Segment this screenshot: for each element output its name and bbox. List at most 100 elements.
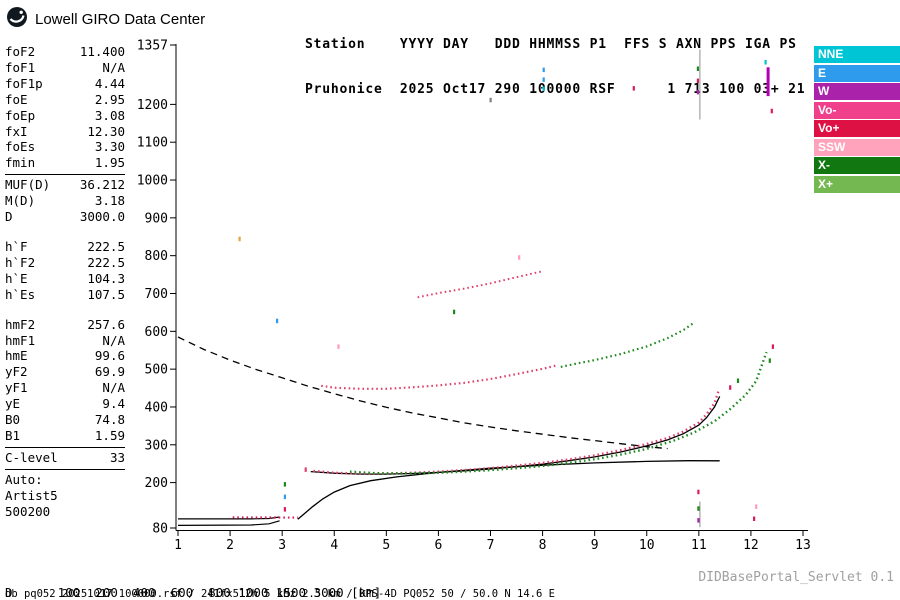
echo-dot <box>304 467 307 472</box>
y-tick-label: 1100 <box>137 136 168 151</box>
echo-dot <box>697 489 700 495</box>
servlet-version: DIDBasePortal_Servlet 0.1 <box>698 570 894 585</box>
echo-dot <box>771 344 774 349</box>
param-row-b0: B0 74.8 <box>5 412 125 428</box>
param-value: 69.9 <box>94 364 125 380</box>
x-tick-label: 3 <box>278 538 286 553</box>
x-tick-label: 10 <box>639 538 655 553</box>
legend-item-nne: NNE <box>814 46 900 63</box>
param-value: 257.6 <box>87 316 125 332</box>
echo-dot <box>729 385 732 390</box>
param-label: Auto: <box>5 471 43 487</box>
param-row-hmf2: hmF2 257.6 <box>5 317 125 333</box>
param-label: D <box>5 209 13 225</box>
echo-dot <box>697 518 700 523</box>
x-tick-label: 1 <box>174 538 182 553</box>
param-row-fof2: foF2 11.400 <box>5 44 125 60</box>
y-tick-label: 700 <box>145 287 168 302</box>
param-value: 11.400 <box>79 44 125 59</box>
param-value: 1.95 <box>94 155 125 171</box>
station-header-values: Pruhonice 2025 Oct17 290 100000 RSF 1 71… <box>305 82 806 97</box>
trace-profile-e-region <box>177 520 280 527</box>
param-value: 104.3 <box>87 270 125 286</box>
param-value: 12.30 <box>87 123 125 139</box>
param-value: N/A <box>102 380 125 396</box>
muf-table: D 100 200 400 600 800 1000 1500 3000 [km… <box>5 558 389 600</box>
echo-dot <box>238 236 241 242</box>
param-label: M(D) <box>5 193 36 209</box>
param-label: foEp <box>5 107 36 123</box>
param-value: 4.44 <box>94 75 125 91</box>
param-value: 74.8 <box>94 412 125 428</box>
param-row-md: M(D) 3.18 <box>5 193 125 209</box>
param-label: fxI <box>5 123 28 139</box>
param-row-foe: foE 2.95 <box>5 92 125 108</box>
param-row-yf1: yF1 N/A <box>5 380 125 396</box>
param-row-b1: B1 1.59 <box>5 428 125 444</box>
y-tick-label: 300 <box>145 438 168 453</box>
legend-item-w: W <box>814 83 900 100</box>
echo-dot <box>283 482 286 487</box>
param-value: 99.6 <box>94 348 125 364</box>
x-tick-label: 12 <box>743 538 759 553</box>
muf-distance-row: D 100 200 400 600 800 1000 1500 3000 [km… <box>5 585 382 600</box>
trace-e-layer-trace <box>178 516 280 520</box>
echo-dot <box>283 494 286 500</box>
param-row-foes: foEs 3.30 <box>5 139 125 155</box>
trace-x-mode-second-hop <box>560 322 695 368</box>
y-tick-label: 1357 <box>137 39 168 54</box>
parameter-panel: foF2 11.400 foF1 N/A foF1p 4.44 foE 2.95 foEp 3.0… <box>5 44 125 519</box>
param-value: 3.30 <box>94 139 125 155</box>
echo-dot <box>764 60 767 65</box>
param-label: foE <box>5 91 28 107</box>
param-label: B0 <box>5 412 21 428</box>
param-row-fmin: fmin 1.95 <box>5 155 125 171</box>
param-label: C-level <box>5 449 58 465</box>
param-value: 222.5 <box>87 254 125 270</box>
y-tick-label: 1200 <box>137 98 168 113</box>
param-label: foEs <box>5 139 36 155</box>
param-label: fmin <box>5 155 36 171</box>
param-value: 222.5 <box>87 238 125 254</box>
echo-dot <box>755 504 758 509</box>
param-row-artist5: Artist5 <box>5 488 125 504</box>
param-label: B1 <box>5 427 21 443</box>
param-label: h`F <box>5 238 28 254</box>
x-tick-label: 5 <box>382 538 390 553</box>
param-row-ye: yE 9.4 <box>5 396 125 412</box>
param-value: 3.18 <box>94 193 125 209</box>
param-value: 2.95 <box>94 91 125 107</box>
param-row-yf2: yF2 69.9 <box>5 364 125 380</box>
station-header-labels: Station YYYY DAY DDD HHMMSS P1 FFS S AXN… <box>305 37 797 52</box>
x-tick-label: 2 <box>226 538 234 553</box>
x-tick-label: 7 <box>487 538 495 553</box>
y-tick-label: 200 <box>145 476 168 491</box>
param-row-500200: 500200 <box>5 504 125 520</box>
y-tick-label: 900 <box>145 211 168 226</box>
trace-muf-transmission-curve <box>177 336 668 450</box>
trace-o-mode-second-hop <box>321 363 559 390</box>
param-row-fxi: fxI 12.30 <box>5 124 125 140</box>
echo-dot <box>770 108 773 114</box>
y-tick-label: 800 <box>145 249 168 264</box>
y-tick-label: 600 <box>145 325 168 340</box>
brand: Lowell GIRO Data Center <box>6 6 205 32</box>
param-row-hf: h`F 222.5 <box>5 239 125 255</box>
param-value: 9.4 <box>102 396 125 412</box>
echo-dot <box>696 66 699 71</box>
echo-dot <box>697 506 700 511</box>
measurement-info: db pq052 20251017 100000.rsf / 241fx512h… <box>5 588 555 600</box>
x-tick-label: 8 <box>539 538 547 553</box>
echo-dot <box>696 78 699 84</box>
param-row-hes: h`Es 107.5 <box>5 287 125 303</box>
echo-dot <box>542 86 545 91</box>
x-tick-label: 4 <box>330 538 338 553</box>
echo-dot <box>632 86 635 91</box>
echo-dot <box>489 97 492 103</box>
echo-dot <box>768 358 771 363</box>
legend-item-ssw: SSW <box>814 138 900 156</box>
param-label: hmE <box>5 348 28 364</box>
echo-dot <box>736 378 740 383</box>
echo-dot <box>283 507 286 512</box>
x-tick-label: 11 <box>691 538 707 553</box>
